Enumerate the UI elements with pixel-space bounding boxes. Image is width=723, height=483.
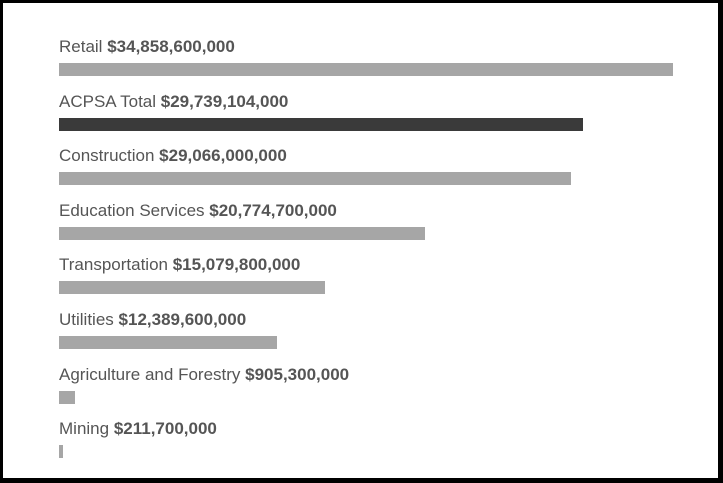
bar [59, 117, 583, 131]
bar-label: ACPSA Total $29,739,104,000 [59, 91, 288, 113]
category-label: Mining [59, 419, 110, 439]
bar-row: Transportation $15,079,800,000 [59, 254, 699, 308]
bar-row: Utilities $12,389,600,000 [59, 309, 699, 363]
value-label: $20,774,700,000 [209, 200, 337, 220]
bar [59, 226, 425, 240]
bar-row: Retail $34,858,600,000 [59, 36, 699, 90]
bar-row: Mining $211,700,000 [59, 418, 699, 472]
value-label: $34,858,600,000 [107, 37, 235, 56]
bar-row: ACPSA Total $29,739,104,000 [59, 91, 699, 145]
bar [59, 445, 63, 459]
category-label: Retail [59, 37, 103, 56]
bar-label: Transportation $15,079,800,000 [59, 254, 300, 276]
value-label: $211,700,000 [113, 419, 217, 439]
category-label: Construction [59, 146, 155, 166]
bar [59, 281, 325, 295]
category-label: Utilities [59, 310, 114, 329]
category-label: Transportation [59, 255, 168, 275]
bar-chart: Retail $34,858,600,000 ACPSA Total $29,73… [3, 3, 718, 478]
bar-label: Agriculture and Forestry $905,300,000 [59, 364, 349, 386]
bar-label: Education Services $20,774,700,000 [59, 200, 337, 222]
bar-row: Education Services $20,774,700,000 [59, 200, 699, 254]
chart-frame: Retail $34,858,600,000 ACPSA Total $29,73… [3, 3, 718, 478]
value-label: $905,300,000 [245, 364, 350, 384]
bar-row: Agriculture and Forestry $905,300,000 [59, 364, 699, 418]
bar [59, 63, 673, 76]
bar-label: Mining $211,700,000 [59, 418, 217, 440]
bar [59, 390, 75, 404]
value-label: $29,066,000,000 [159, 146, 287, 166]
value-label: $15,079,800,000 [172, 255, 301, 275]
bar [59, 336, 278, 349]
value-label: $29,739,104,000 [160, 91, 289, 111]
category-label: Agriculture and Forestry [59, 364, 241, 384]
bar-label: Utilities $12,389,600,000 [59, 309, 246, 331]
bar-label: Retail $34,858,600,000 [59, 36, 235, 58]
category-label: Education Services [59, 200, 205, 220]
category-label: ACPSA Total [59, 91, 157, 111]
bar [59, 172, 571, 186]
bar-row: Construction $29,066,000,000 [59, 145, 699, 199]
bar-label: Construction $29,066,000,000 [59, 145, 287, 167]
value-label: $12,389,600,000 [118, 310, 247, 329]
